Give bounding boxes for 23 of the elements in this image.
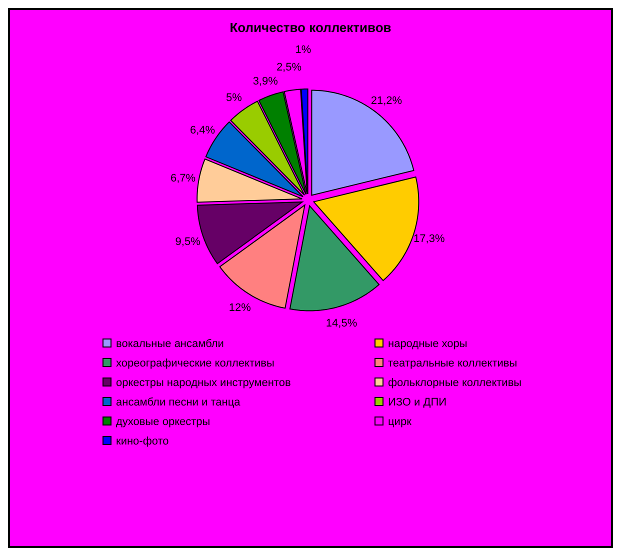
data-label: 12% [228,302,252,314]
legend-label: вокальные ансамбли [116,338,224,350]
data-label: 6,7% [170,172,196,184]
legend-label: цирк [388,416,412,428]
data-label: 6,4% [190,124,216,136]
data-label: 3,9% [252,75,278,88]
data-label: 14,5% [326,318,358,330]
legend-label: оркестры народных инструментов [116,377,291,389]
data-label: 9,5% [175,236,201,248]
data-label: 1% [295,44,312,56]
legend-label: хореографические коллективы [116,358,274,370]
legend-label: ансамбли песни и танца [116,396,242,408]
legend-label: ИЗО и ДПИ [388,396,447,408]
data-label: 5% [226,92,242,104]
legend-label: духовые оркестры [116,416,210,428]
chart-title: Количество коллективов [230,20,392,35]
legend-label: театральные коллективы [388,358,518,370]
data-label: 21,2% [370,95,402,108]
legend-label: народные хоры [388,338,468,350]
legend-label: фольклорные коллективы [388,377,522,389]
data-label: 17,3% [414,233,445,246]
data-label: 2,5% [276,61,302,74]
legend-label: кино-фото [116,436,169,448]
